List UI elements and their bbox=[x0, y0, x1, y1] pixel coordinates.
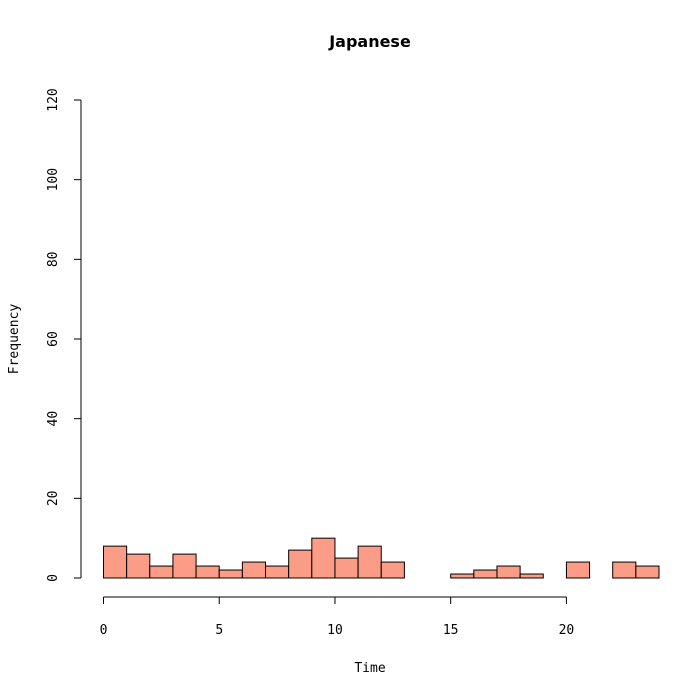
chart-title: Japanese bbox=[328, 32, 411, 51]
y-tick-label: 60 bbox=[46, 331, 61, 347]
histogram-bar bbox=[357, 545, 382, 579]
histogram-bar bbox=[565, 561, 591, 579]
histogram-bar bbox=[380, 561, 405, 579]
y-tick-label: 20 bbox=[46, 491, 61, 507]
y-tick-label: 80 bbox=[46, 252, 61, 268]
y-tick-label: 100 bbox=[46, 168, 61, 191]
histogram-bar bbox=[450, 573, 475, 579]
histogram-bar bbox=[519, 573, 544, 579]
x-tick-label: 20 bbox=[559, 623, 575, 638]
histogram-bar bbox=[288, 549, 313, 579]
y-tick-label: 40 bbox=[46, 411, 61, 427]
histogram-bar bbox=[635, 565, 660, 579]
histogram-bar bbox=[241, 561, 267, 579]
x-axis: 0 5 10 15 20 bbox=[100, 596, 575, 638]
x-tick-label: 15 bbox=[443, 623, 459, 638]
histogram-bar bbox=[496, 565, 521, 579]
histogram-bar bbox=[126, 553, 151, 579]
y-axis: 0 20 40 60 80 100 120 bbox=[46, 88, 82, 582]
histogram-bar bbox=[218, 569, 243, 579]
y-axis-label: Frequency bbox=[7, 304, 22, 375]
histogram-bar bbox=[103, 545, 128, 579]
x-tick-label: 5 bbox=[215, 623, 223, 638]
y-tick-label: 0 bbox=[46, 574, 61, 582]
histogram-bar bbox=[334, 557, 359, 579]
bars-group bbox=[103, 537, 660, 579]
y-tick-label: 120 bbox=[46, 88, 61, 111]
histogram-bar bbox=[473, 569, 498, 579]
histogram-bar bbox=[195, 565, 220, 579]
histogram-bar bbox=[265, 565, 290, 579]
x-axis-label: Time bbox=[354, 661, 385, 676]
x-tick-label: 0 bbox=[100, 623, 108, 638]
histogram-bar bbox=[311, 537, 336, 579]
x-tick-label: 10 bbox=[327, 623, 343, 638]
histogram-bar bbox=[172, 553, 197, 579]
histogram-bar bbox=[612, 561, 637, 579]
histogram-bar bbox=[149, 565, 174, 579]
